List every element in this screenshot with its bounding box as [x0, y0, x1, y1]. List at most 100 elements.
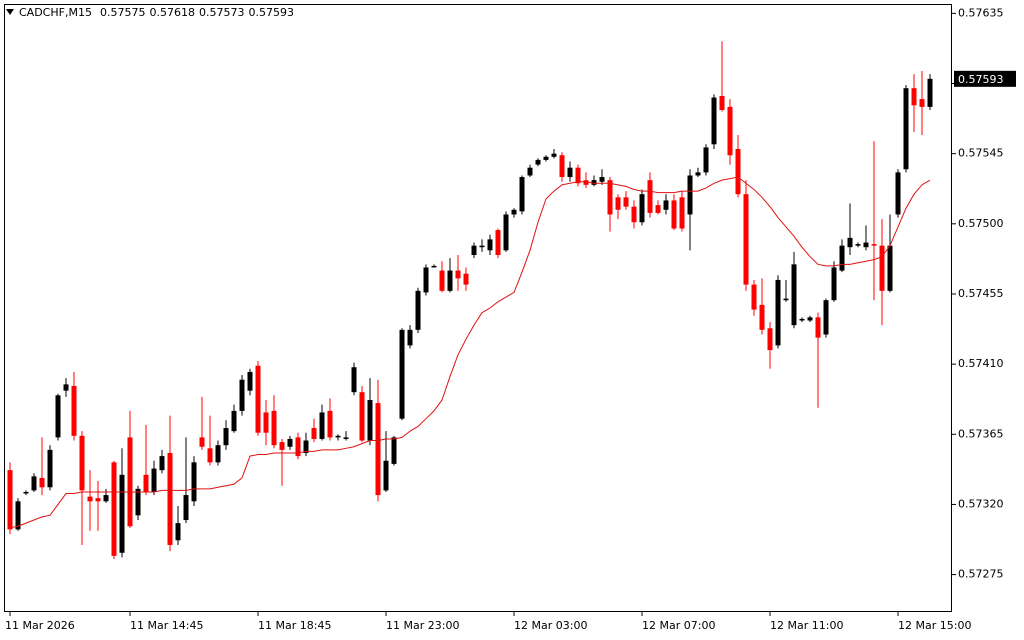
candle-body — [535, 159, 541, 165]
candle-body — [159, 456, 165, 471]
candle-body — [831, 267, 837, 301]
y-tick-label: 0.57455 — [958, 287, 1004, 300]
candle-body — [799, 318, 805, 321]
candle-body — [215, 445, 221, 463]
candle-body — [31, 476, 37, 491]
candle-body — [735, 148, 741, 195]
candle-body — [863, 242, 869, 248]
x-tick-label: 12 Mar 11:00 — [770, 619, 843, 632]
candle-body — [7, 470, 13, 530]
candle-body — [23, 491, 29, 494]
candle-body — [351, 367, 357, 393]
candle-body — [183, 495, 189, 521]
x-tick-label: 11 Mar 23:00 — [386, 619, 459, 632]
candle-body — [767, 328, 773, 351]
candle-body — [623, 197, 629, 207]
x-tick-label: 12 Mar 07:00 — [642, 619, 715, 632]
candle-body — [719, 95, 725, 111]
candle-body — [63, 384, 69, 391]
candle-body — [543, 156, 549, 160]
candle-body — [311, 428, 317, 439]
candle-body — [375, 403, 381, 496]
candle-body — [679, 197, 685, 229]
candle-body — [199, 437, 205, 447]
candle-body — [295, 437, 301, 457]
candle-body — [399, 329, 405, 419]
candle-body — [503, 214, 509, 251]
symbol: CADCHF,M15 — [19, 6, 92, 19]
plot-frame — [4, 4, 952, 612]
candle-body — [511, 209, 517, 215]
y-tick-label: 0.57545 — [958, 147, 1004, 160]
candle-body — [143, 474, 149, 492]
y-tick-label: 0.57275 — [958, 568, 1004, 581]
candle-body — [487, 239, 493, 251]
y-tick-label: 0.57635 — [958, 6, 1004, 19]
candle-body — [783, 298, 789, 301]
header-arrow[interactable] — [6, 9, 14, 15]
candle-body — [879, 245, 885, 291]
candle-body — [439, 270, 445, 291]
y-tick-label: 0.57365 — [958, 427, 1004, 440]
x-tick-label: 12 Mar 03:00 — [514, 619, 587, 632]
header-open: 0.57575 — [100, 6, 146, 19]
candle-body — [695, 172, 701, 176]
candle-body — [551, 153, 557, 157]
candle-body — [903, 88, 909, 170]
candle-body — [247, 371, 253, 391]
candle-body — [647, 180, 653, 213]
candle-body — [607, 180, 613, 215]
candle-body — [631, 206, 637, 223]
candle-body — [391, 437, 397, 464]
candle-body — [95, 498, 101, 502]
candle-body — [303, 440, 309, 453]
candle-body — [167, 452, 173, 545]
header: CADCHF,M15 0.57575 0.57618 0.57573 0.57593 — [19, 6, 294, 19]
candle-body — [567, 167, 573, 178]
candle-body — [599, 177, 605, 182]
candle-body — [319, 412, 325, 439]
y-tick-label: 0.57320 — [958, 497, 1004, 510]
candle-body — [855, 244, 861, 246]
candle-body — [711, 97, 717, 145]
candle-body — [751, 284, 757, 310]
candle-body — [527, 167, 533, 176]
candle-body — [639, 194, 645, 223]
candle-body — [919, 99, 925, 107]
candle-body — [119, 474, 125, 553]
header-low: 0.57573 — [199, 6, 245, 19]
candle-body — [111, 462, 117, 556]
candle-body — [431, 265, 437, 268]
candle-body — [191, 462, 197, 502]
candle-body — [343, 437, 349, 439]
candle-body — [671, 200, 677, 229]
candle-body — [175, 523, 181, 541]
candle-body — [279, 442, 285, 450]
candle-body — [127, 437, 133, 527]
candle-body — [463, 273, 469, 285]
candle-body — [887, 245, 893, 291]
candle-body — [591, 180, 597, 185]
candle-body — [495, 230, 501, 255]
x-tick-label: 11 Mar 2026 — [5, 619, 75, 632]
candle-body — [207, 448, 213, 463]
candle-body — [519, 177, 525, 212]
candle-body — [263, 412, 269, 433]
candle-body — [87, 496, 93, 502]
candle-body — [223, 428, 229, 446]
candle-body — [55, 395, 61, 438]
candle-body — [815, 317, 821, 338]
candle-body — [15, 501, 21, 530]
candle-body — [239, 379, 245, 411]
candle-body — [575, 167, 581, 184]
candle-body — [871, 244, 877, 246]
candle-body — [71, 385, 77, 436]
candle-body — [655, 205, 661, 213]
candle-body — [151, 468, 157, 492]
candle-body — [255, 365, 261, 433]
candle-body — [271, 410, 277, 446]
moving-average — [9, 176, 931, 529]
header-close: 0.57593 — [248, 6, 294, 19]
